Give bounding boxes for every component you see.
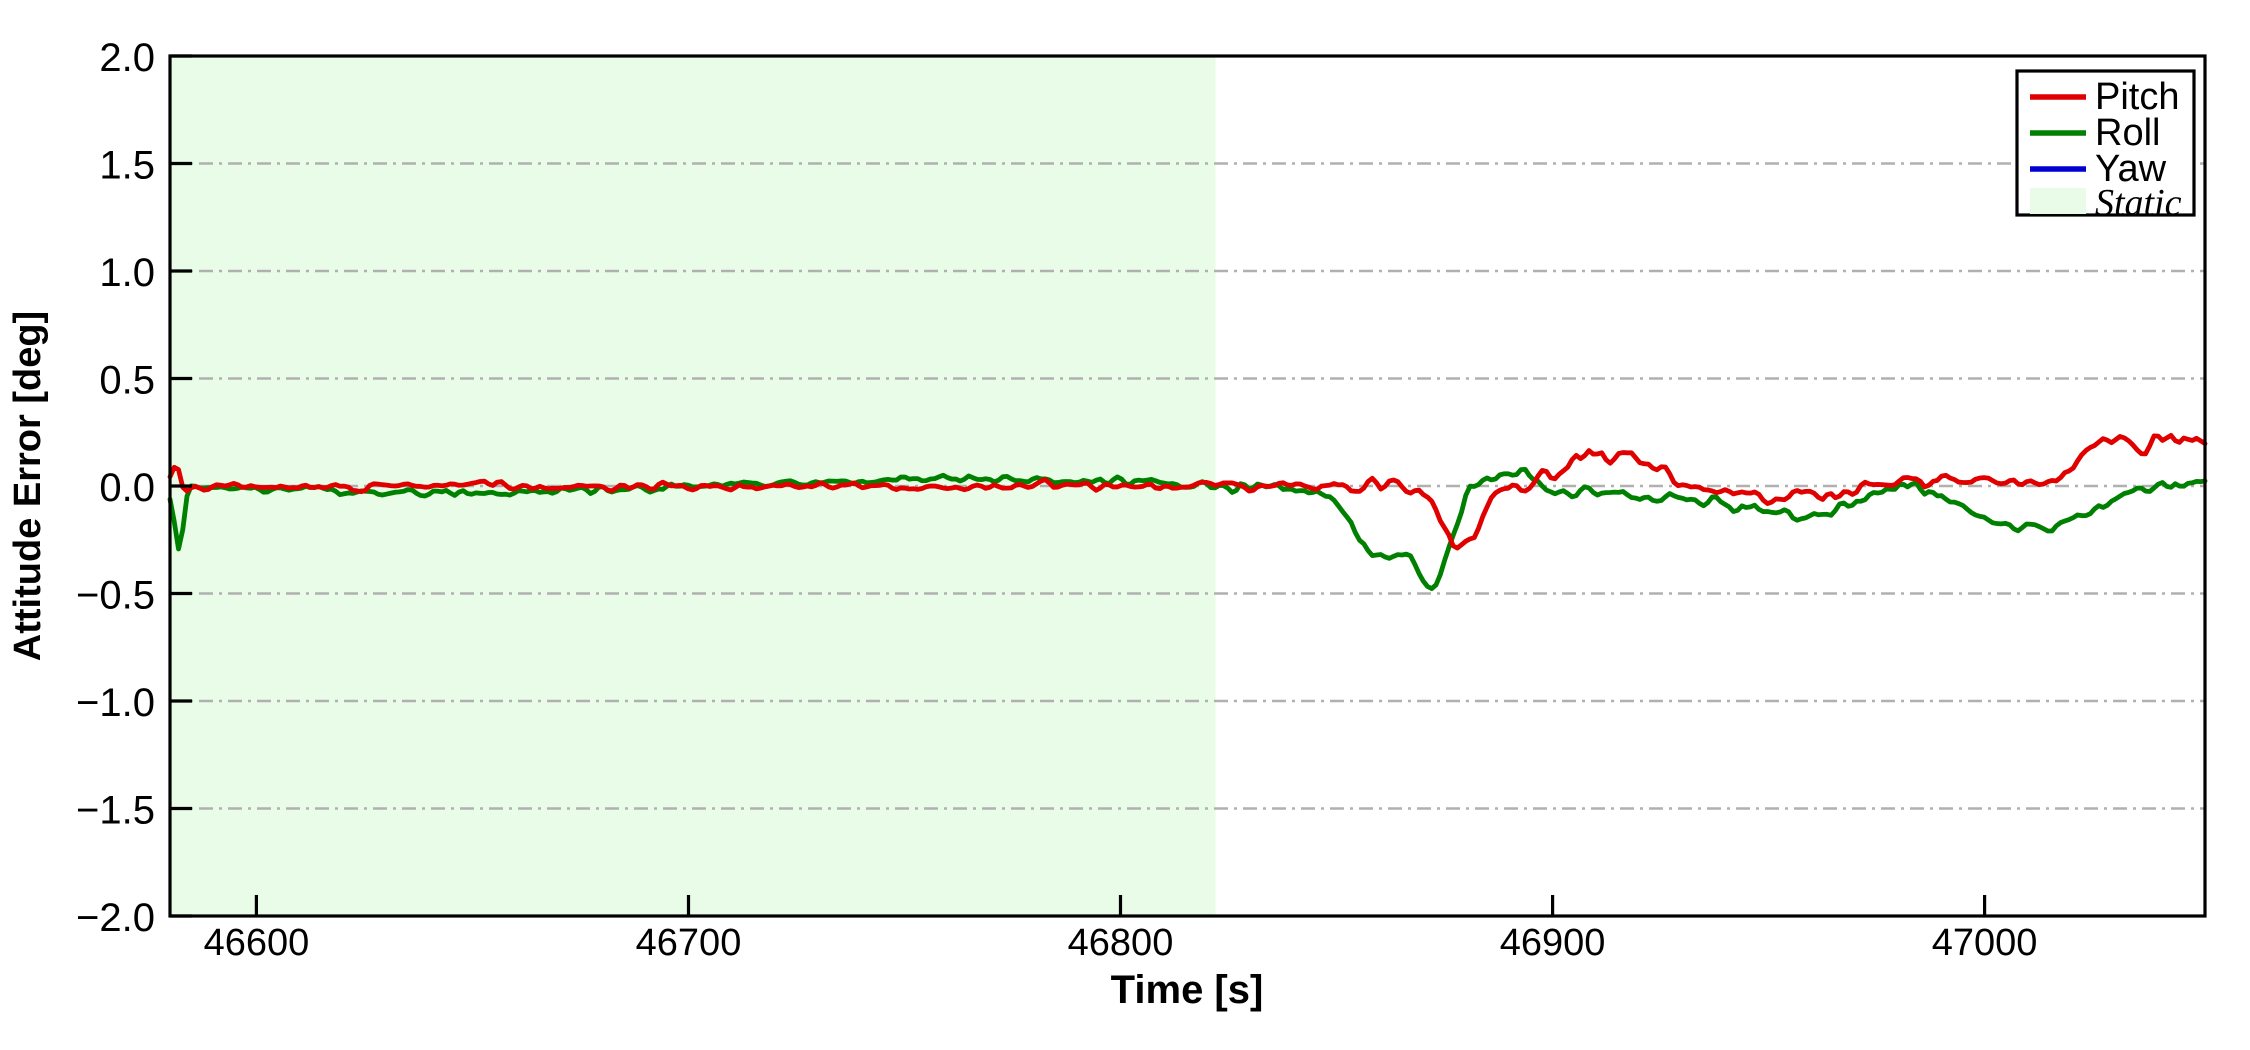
svg-text:−1.5: −1.5 bbox=[76, 789, 155, 833]
svg-text:−0.5: −0.5 bbox=[76, 574, 155, 618]
svg-text:46700: 46700 bbox=[636, 922, 742, 964]
svg-text:2.0: 2.0 bbox=[99, 36, 155, 80]
svg-text:1.5: 1.5 bbox=[99, 144, 155, 188]
svg-text:Attitude Error [deg]: Attitude Error [deg] bbox=[7, 311, 49, 661]
svg-text:−1.0: −1.0 bbox=[76, 681, 155, 725]
svg-text:1.0: 1.0 bbox=[99, 251, 155, 295]
svg-text:0.0: 0.0 bbox=[99, 466, 155, 510]
svg-text:−2.0: −2.0 bbox=[76, 896, 155, 940]
svg-text:0.5: 0.5 bbox=[99, 359, 155, 403]
svg-text:46800: 46800 bbox=[1068, 922, 1174, 964]
svg-text:47000: 47000 bbox=[1932, 922, 2038, 964]
svg-text:Time [s]: Time [s] bbox=[1111, 968, 1264, 1012]
svg-text:Static: Static bbox=[2095, 182, 2182, 224]
svg-text:46600: 46600 bbox=[204, 922, 310, 964]
svg-text:46900: 46900 bbox=[1500, 922, 1606, 964]
